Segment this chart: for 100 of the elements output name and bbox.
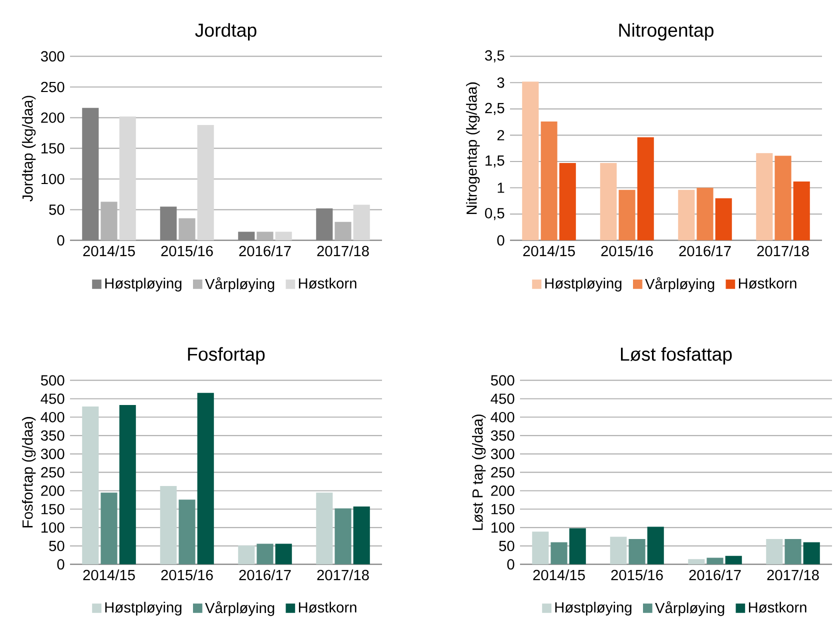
- y-tick-label: 3: [497, 78, 504, 88]
- y-tick-label: 150: [41, 504, 64, 515]
- bar: [600, 163, 617, 241]
- legend-label: Høstpløying: [555, 602, 632, 616]
- bar: [256, 544, 274, 565]
- y-tick-label: 300: [40, 51, 64, 62]
- bar: [178, 500, 196, 565]
- y-tick-label: 200: [491, 486, 514, 496]
- bar: [725, 556, 742, 565]
- bar: [119, 116, 136, 241]
- bar: [334, 508, 352, 565]
- bar: [610, 536, 627, 565]
- bar: [532, 532, 549, 565]
- bar: [637, 138, 654, 241]
- bar: [756, 153, 773, 241]
- y-tick-label: 2,5: [485, 103, 504, 116]
- y-tick-label: 100: [41, 174, 64, 184]
- x-tick-label: 2015/16: [611, 570, 663, 580]
- x-tick-label: 2014/15: [523, 246, 575, 256]
- legend-label: Høstpløying: [105, 602, 182, 616]
- y-tick-label: 350: [490, 430, 514, 441]
- bar: [316, 492, 333, 565]
- y-tick-label: 150: [41, 143, 64, 154]
- bar: [178, 218, 196, 241]
- legend-label: Høstpløying: [545, 278, 622, 292]
- bar: [522, 82, 539, 241]
- y-tick-label: 150: [491, 504, 514, 515]
- chart-title: Fosfortap: [188, 347, 265, 365]
- x-tick-label: 2016/17: [239, 570, 291, 580]
- bar: [275, 544, 292, 565]
- legend-label: Høstpløying: [105, 278, 182, 292]
- y-tick-label: 100: [41, 522, 64, 533]
- y-tick-label: 250: [41, 82, 64, 92]
- legend-label: Vårpløying: [655, 601, 724, 616]
- x-tick-label: 2017/18: [767, 570, 819, 580]
- x-tick-label: 2015/16: [601, 246, 653, 256]
- y-tick-label: 100: [491, 522, 514, 533]
- bar: [688, 559, 705, 565]
- bar: [119, 405, 136, 565]
- x-tick-label: 2017/18: [317, 246, 369, 256]
- y-tick-label: 1,5: [486, 156, 504, 168]
- bar: [678, 190, 695, 241]
- x-tick-label: 2017/18: [317, 570, 369, 580]
- bar: [793, 182, 810, 241]
- bar: [569, 528, 586, 565]
- bar: [197, 393, 214, 565]
- legend-label: Høstkorn: [298, 602, 356, 613]
- y-axis-title: Fosfortap (g/daa): [22, 417, 36, 528]
- y-tick-label: 0: [57, 559, 64, 570]
- bar: [706, 558, 724, 565]
- bar: [647, 527, 664, 565]
- chart-title: Jordtap: [195, 23, 256, 41]
- y-tick-label: 2: [497, 130, 504, 141]
- y-tick-label: 50: [49, 204, 64, 216]
- x-tick-label: 2017/18: [757, 246, 809, 256]
- bar: [82, 406, 99, 565]
- legend-label: Høstkorn: [298, 278, 356, 289]
- legend-label: Høstkorn: [748, 602, 806, 613]
- legend-label: Høstkorn: [738, 278, 796, 289]
- y-tick-label: 300: [40, 448, 64, 460]
- bar: [256, 232, 274, 241]
- y-tick-label: 200: [41, 112, 64, 124]
- y-tick-label: 450: [490, 394, 514, 404]
- y-tick-label: 400: [40, 412, 64, 423]
- bar: [784, 539, 802, 565]
- x-tick-label: 2016/17: [679, 246, 731, 256]
- y-tick-label: 500: [490, 375, 514, 386]
- bar: [803, 542, 820, 565]
- bar: [275, 232, 292, 241]
- bar: [559, 163, 576, 241]
- y-tick-label: 350: [40, 430, 64, 441]
- chart-title: Løst fosfattap: [620, 347, 732, 365]
- y-axis-title: Jordtap (kg/daa): [22, 96, 36, 202]
- legend-label: Vårpløying: [645, 277, 714, 292]
- y-axis-title: Nitrogentap (kg/daa): [466, 82, 480, 214]
- y-tick-label: 50: [49, 540, 64, 552]
- y-tick-label: 250: [491, 467, 514, 478]
- bar: [160, 486, 177, 565]
- x-tick-label: 2014/15: [83, 246, 135, 256]
- chart-title: Nitrogentap: [619, 23, 714, 41]
- bar: [774, 156, 792, 241]
- y-tick-label: 400: [490, 412, 514, 423]
- bar: [238, 546, 255, 565]
- bar: [334, 222, 352, 241]
- x-tick-label: 2014/15: [533, 570, 585, 580]
- bar: [618, 190, 636, 241]
- bar: [550, 542, 568, 565]
- legend-label: Vårpløying: [205, 601, 274, 616]
- x-tick-label: 2016/17: [239, 246, 291, 256]
- y-tick-label: 0: [507, 559, 514, 570]
- y-axis-title: Løst P tap (g/daa): [472, 414, 486, 530]
- bar: [715, 198, 732, 241]
- bar: [628, 539, 646, 565]
- y-tick-label: 3,5: [485, 50, 504, 63]
- x-tick-label: 2015/16: [161, 570, 213, 580]
- y-tick-label: 200: [41, 486, 64, 496]
- y-tick-label: 500: [40, 375, 64, 386]
- bar: [197, 125, 214, 241]
- y-tick-label: 1: [498, 182, 504, 194]
- bar: [540, 122, 558, 241]
